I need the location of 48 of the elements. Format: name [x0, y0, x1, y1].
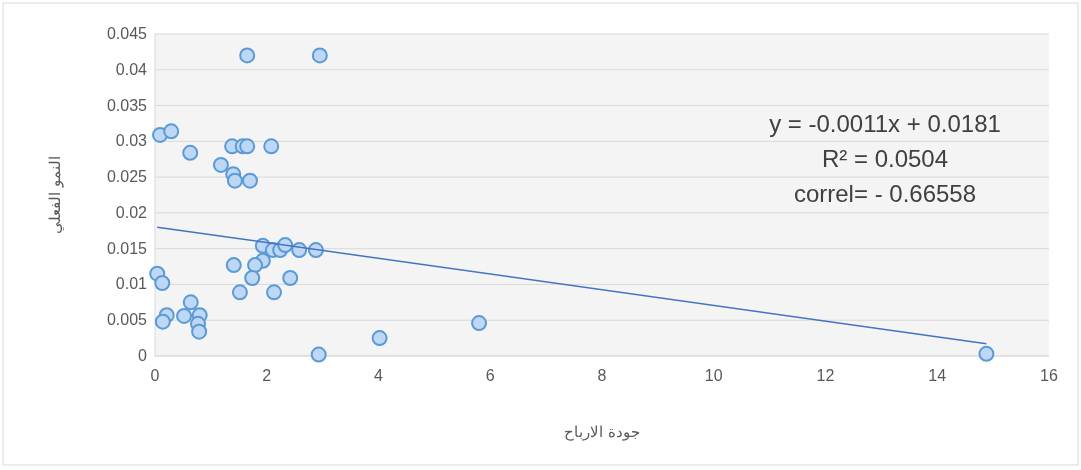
point — [226, 172, 243, 189]
point — [311, 47, 328, 64]
x-tick-label: 10 — [704, 367, 723, 384]
x-tick-label: 16 — [1040, 367, 1058, 384]
point — [239, 47, 256, 64]
x-tick-label: 4 — [374, 367, 384, 384]
point — [163, 123, 180, 140]
y-tick-label: 0.045 — [106, 25, 148, 42]
y-tick-label: 0.01 — [115, 275, 148, 293]
point — [239, 138, 256, 155]
point — [241, 172, 258, 189]
y-tick-label: 0.025 — [106, 168, 148, 186]
point — [282, 270, 299, 286]
point — [266, 284, 283, 301]
x-tick-label: 6 — [485, 367, 495, 384]
x-tick-label: 2 — [262, 367, 272, 384]
point — [244, 270, 261, 286]
y-tick-label: 0.035 — [106, 96, 148, 114]
y-axis-title: النمو الفعلي — [46, 156, 64, 234]
point — [471, 315, 488, 332]
x-tick-label: 8 — [597, 367, 607, 384]
y-tick-label: 0.03 — [115, 132, 148, 150]
point — [225, 257, 242, 274]
point — [182, 294, 199, 311]
point — [310, 346, 327, 363]
y-tick-label: 0.02 — [115, 203, 148, 221]
y-tick-label: 0 — [138, 347, 148, 364]
point — [247, 257, 264, 274]
point — [182, 144, 199, 161]
point — [371, 330, 388, 347]
y-tick-label: 0.005 — [106, 311, 148, 329]
x-axis-title: جودة الارباح — [564, 423, 640, 441]
y-tick-label: 0.04 — [115, 60, 148, 78]
point — [978, 345, 995, 362]
y-tick-label: 0.015 — [106, 239, 148, 257]
point — [154, 275, 171, 292]
annotation: R² = 0.0504 — [821, 145, 949, 172]
x-tick-label: 0 — [150, 367, 160, 384]
point — [231, 284, 248, 301]
point — [176, 307, 193, 324]
point — [191, 323, 208, 340]
point — [263, 138, 280, 155]
point — [212, 156, 229, 173]
annotation: correl= - 0.66558 — [793, 180, 977, 207]
x-tick-label: 14 — [928, 367, 947, 384]
point — [154, 313, 171, 330]
annotation: y = -0.0011x + 0.0181 — [769, 110, 1001, 137]
x-tick-label: 12 — [816, 367, 835, 384]
